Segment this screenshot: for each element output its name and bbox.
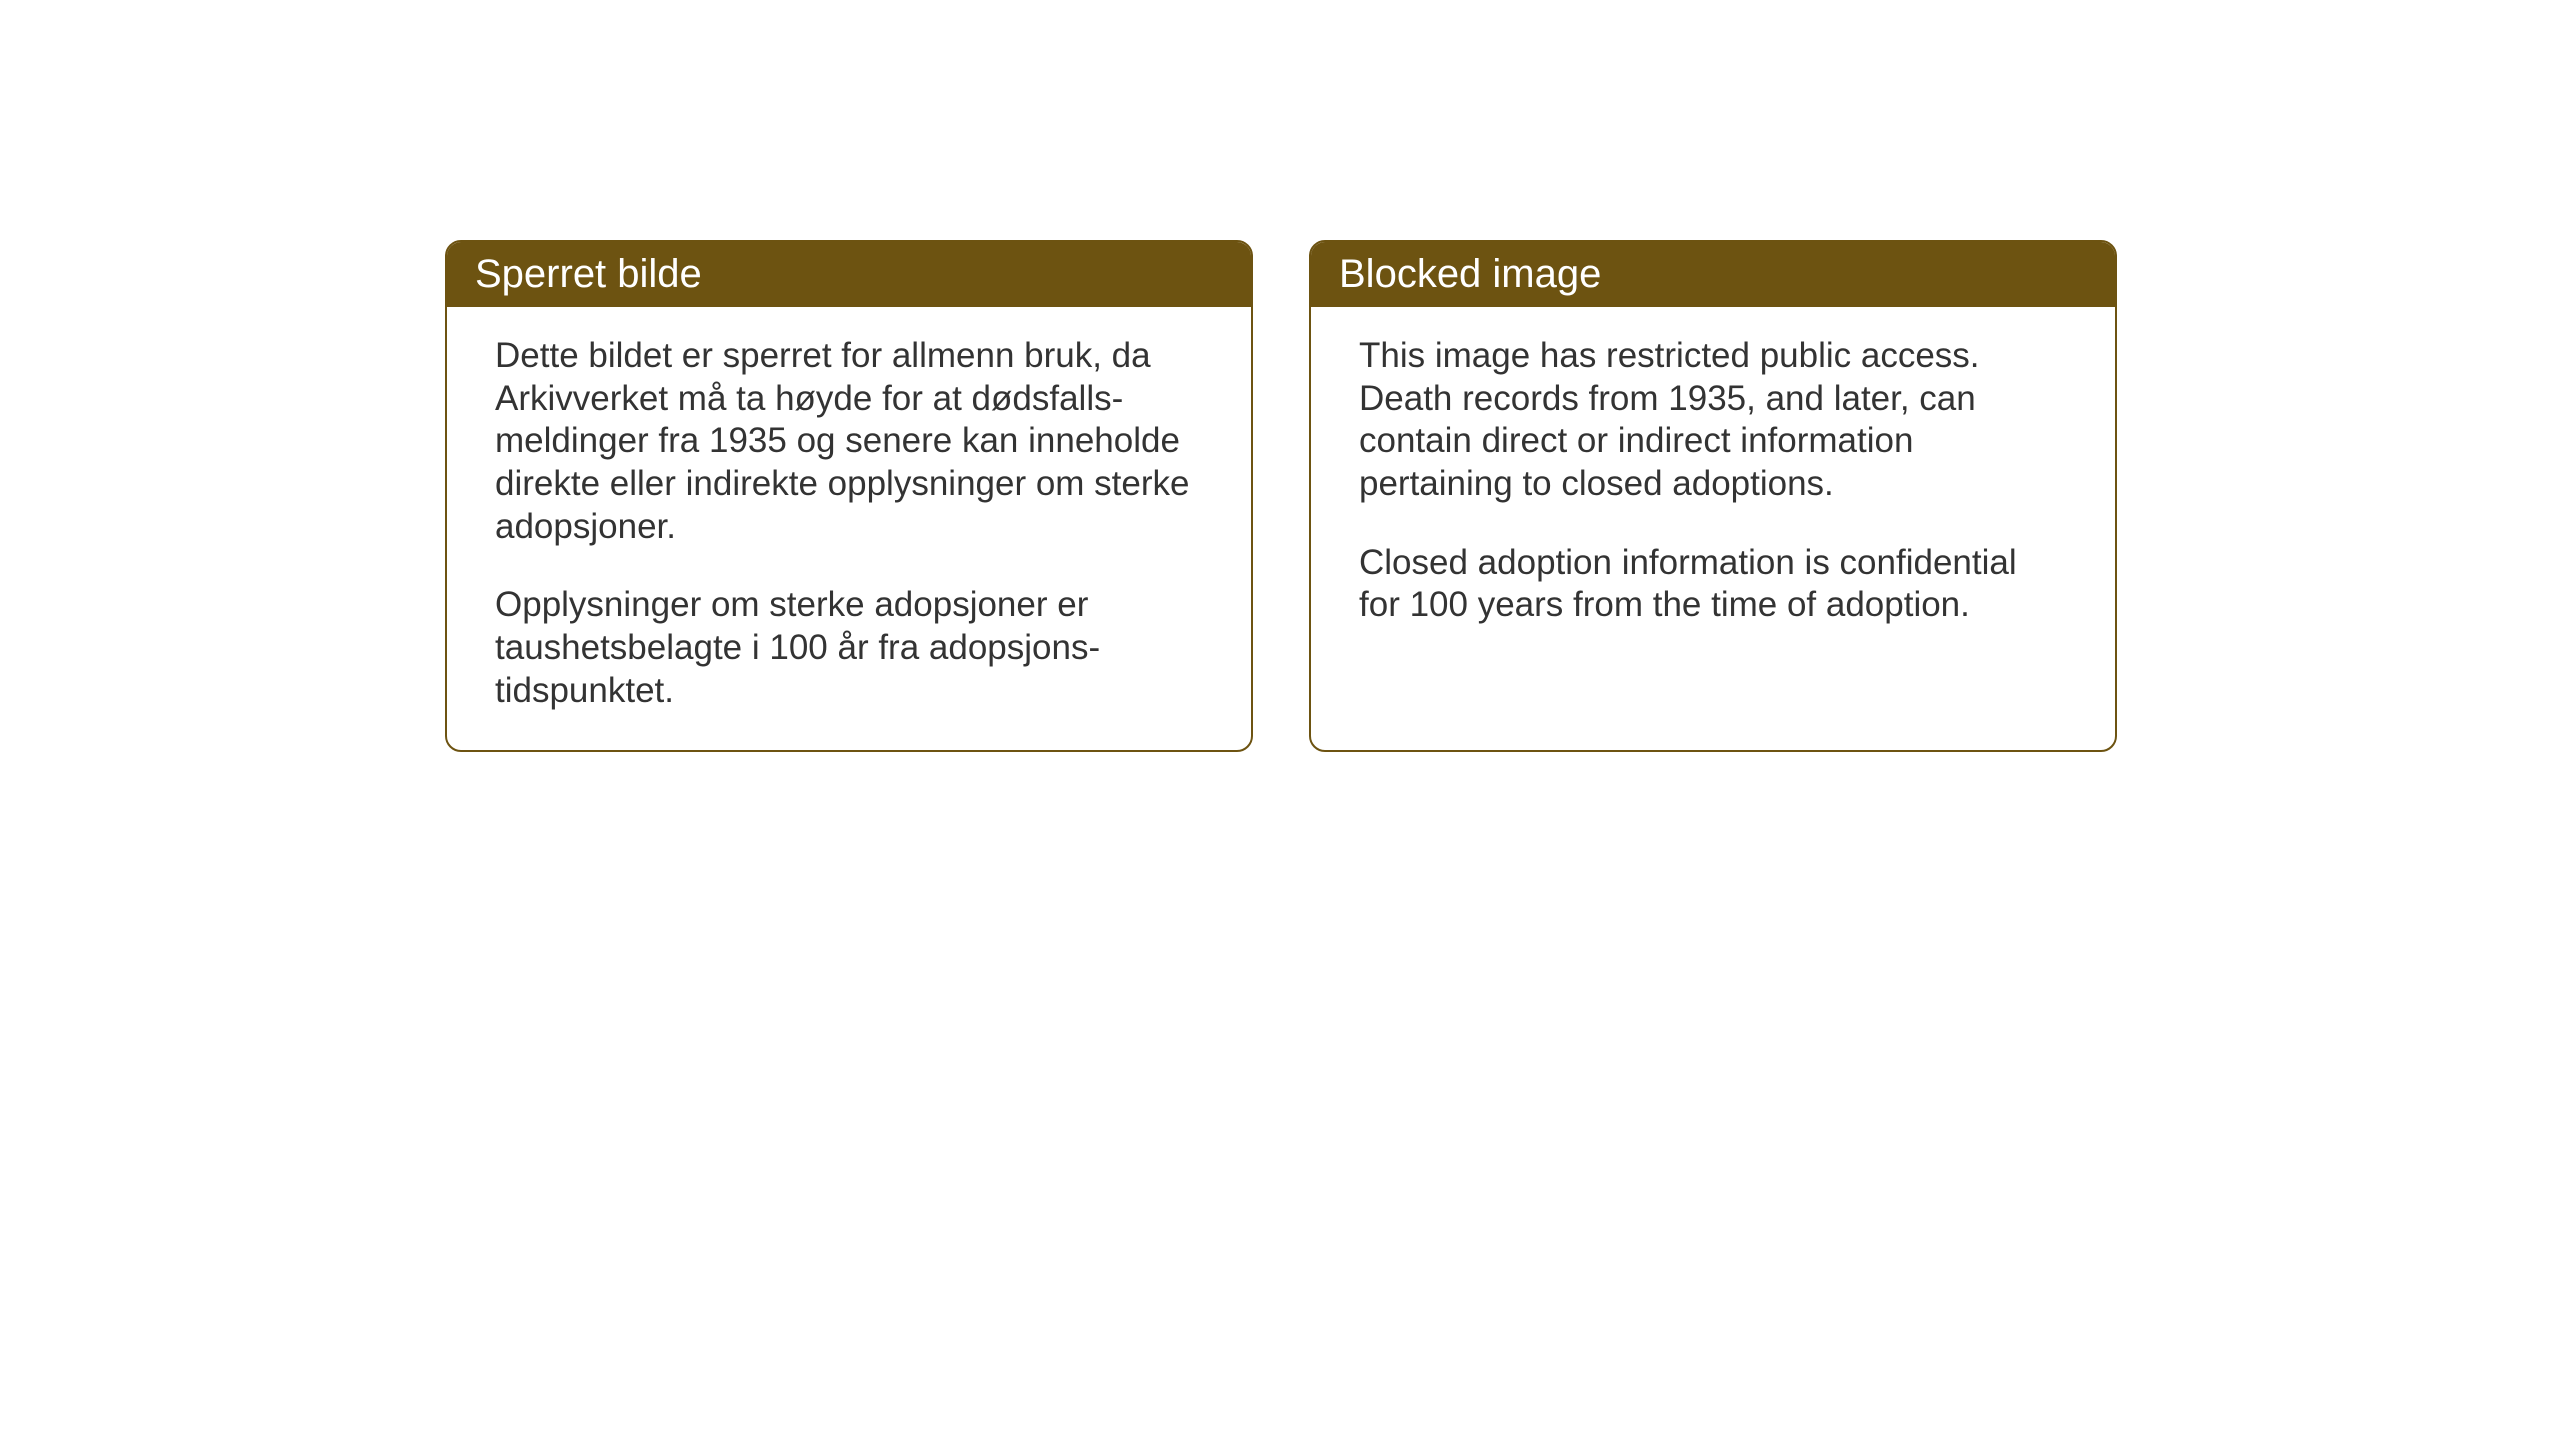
card-paragraph-1-norwegian: Dette bildet er sperret for allmenn bruk…	[495, 335, 1203, 548]
card-body-english: This image has restricted public access.…	[1311, 307, 2115, 667]
card-paragraph-2-norwegian: Opplysninger om sterke adopsjoner er tau…	[495, 584, 1203, 712]
notice-cards-container: Sperret bilde Dette bildet er sperret fo…	[445, 240, 2117, 752]
card-paragraph-1-english: This image has restricted public access.…	[1359, 335, 2067, 506]
card-title-english: Blocked image	[1339, 252, 1601, 296]
card-body-norwegian: Dette bildet er sperret for allmenn bruk…	[447, 307, 1251, 752]
notice-card-norwegian: Sperret bilde Dette bildet er sperret fo…	[445, 240, 1253, 752]
card-paragraph-2-english: Closed adoption information is confident…	[1359, 542, 2067, 627]
card-header-english: Blocked image	[1311, 242, 2115, 307]
notice-card-english: Blocked image This image has restricted …	[1309, 240, 2117, 752]
card-header-norwegian: Sperret bilde	[447, 242, 1251, 307]
card-title-norwegian: Sperret bilde	[475, 252, 702, 296]
